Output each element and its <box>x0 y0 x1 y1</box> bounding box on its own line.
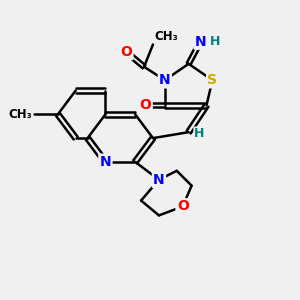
Text: O: O <box>120 45 132 59</box>
Text: N: N <box>159 73 171 87</box>
Text: O: O <box>177 200 189 214</box>
Text: N: N <box>153 173 165 187</box>
Text: H: H <box>194 127 204 140</box>
Text: CH₃: CH₃ <box>9 108 33 121</box>
Text: S: S <box>207 73 218 87</box>
Text: CH₃: CH₃ <box>154 30 178 43</box>
Text: N: N <box>100 155 111 169</box>
Text: N: N <box>195 34 206 49</box>
Text: O: O <box>140 98 152 112</box>
Text: H: H <box>210 35 220 48</box>
